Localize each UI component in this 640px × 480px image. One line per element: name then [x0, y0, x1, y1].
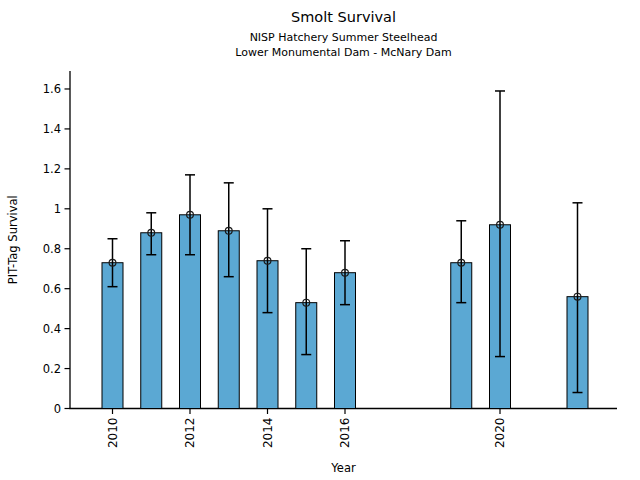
page: { "chart_data": { "type": "bar", "title"… — [0, 0, 640, 480]
x-tick-label: 2012 — [183, 418, 197, 449]
y-tick-label: 0.6 — [43, 282, 61, 296]
y-tick-label: 0.2 — [43, 362, 61, 376]
x-axis-label: Year — [330, 461, 356, 475]
x-tick-label: 2020 — [493, 418, 507, 449]
y-tick-label: 1.2 — [43, 162, 61, 176]
figure: Smolt Survival NISP Hatchery Summer Stee… — [0, 0, 640, 480]
plot-area: 0 0.2 0.4 0.6 0.8 1 1.2 1.4 1.6 2010 2012 2014 2016 2… — [0, 0, 640, 480]
y-tick-label: 1.6 — [43, 82, 61, 96]
y-tick-label: 1 — [54, 202, 61, 216]
y-tick-label: 0.8 — [43, 242, 61, 256]
y-tick-label: 1.4 — [43, 122, 61, 136]
x-tick-label: 2014 — [261, 418, 275, 449]
x-tick-label: 2016 — [338, 418, 352, 449]
y-tick-label: 0.4 — [43, 322, 61, 336]
x-tick-label: 2010 — [106, 418, 120, 449]
bar — [141, 233, 162, 409]
y-tick-label: 0 — [54, 402, 61, 416]
y-axis-label: PIT-Tag Survival — [6, 195, 20, 284]
